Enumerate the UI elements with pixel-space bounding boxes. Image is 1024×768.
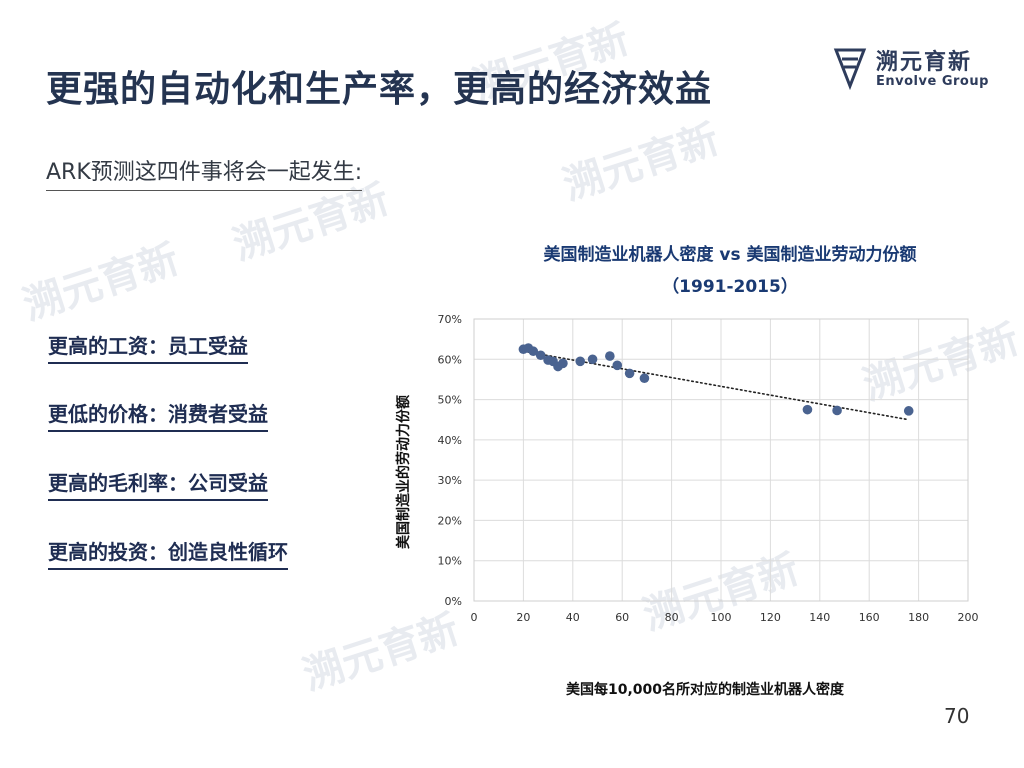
data-point	[575, 356, 586, 367]
y-tick-label: 30%	[438, 474, 462, 487]
benefit-item-prices: 更低的价格：消费者受益	[48, 398, 268, 432]
x-tick-label: 40	[566, 611, 580, 624]
benefit-item-investment: 更高的投资：创造良性循环	[48, 536, 288, 570]
trendline	[522, 350, 910, 421]
x-tick-label: 80	[665, 611, 679, 624]
plot-area	[473, 318, 969, 602]
x-tick-label: 100	[711, 611, 732, 624]
data-point	[612, 360, 623, 371]
x-tick-label: 160	[859, 611, 880, 624]
page-title: 更强的自动化和生产率，更高的经济效益	[46, 69, 713, 110]
x-tick-label: 120	[760, 611, 781, 624]
page-number: 70	[944, 704, 970, 728]
subtitle: ARK预测这四件事将会一起发生:	[46, 154, 363, 191]
benefit-item-wages: 更高的工资：员工受益	[48, 330, 248, 364]
x-tick-label: 140	[809, 611, 830, 624]
chart-title: 美国制造业机器人密度 vs 美国制造业劳动力份额	[543, 245, 917, 265]
x-tick-label: 180	[908, 611, 929, 624]
y-tick-label: 20%	[438, 514, 462, 527]
y-tick-label: 0%	[445, 595, 462, 608]
x-tick-label: 0	[471, 611, 478, 624]
data-point	[639, 373, 650, 384]
data-point	[832, 405, 842, 416]
x-tick-label: 200	[958, 611, 979, 624]
y-tick-label: 40%	[438, 434, 462, 447]
data-point	[558, 358, 568, 369]
y-tick-label: 70%	[438, 313, 462, 326]
x-tick-label: 60	[615, 611, 629, 624]
logo-text-en: Envolve Group	[876, 74, 989, 89]
y-axis-label: 美国制造业的劳动力份额	[395, 395, 412, 549]
y-tick-label: 60%	[438, 353, 462, 366]
x-tick-label: 20	[516, 611, 530, 624]
chart-subtitle: （1991-2015）	[662, 277, 798, 297]
data-point	[535, 350, 546, 361]
y-tick-label: 10%	[438, 555, 462, 568]
benefit-item-margins: 更高的毛利率：公司受益	[48, 467, 268, 501]
logo-mark-icon	[833, 48, 867, 90]
data-point	[903, 406, 914, 416]
data-point	[624, 368, 635, 379]
logo-text-cn: 溯元育新	[876, 50, 973, 75]
x-axis-label: 美国每10,000名所对应的制造业机器人密度	[566, 681, 845, 698]
data-point	[528, 346, 539, 357]
data-point	[802, 404, 813, 415]
data-point	[605, 351, 615, 361]
brand-logo: 溯元育新 Envolve Group	[832, 44, 992, 96]
data-point	[587, 354, 598, 365]
y-tick-label: 50%	[438, 394, 462, 407]
